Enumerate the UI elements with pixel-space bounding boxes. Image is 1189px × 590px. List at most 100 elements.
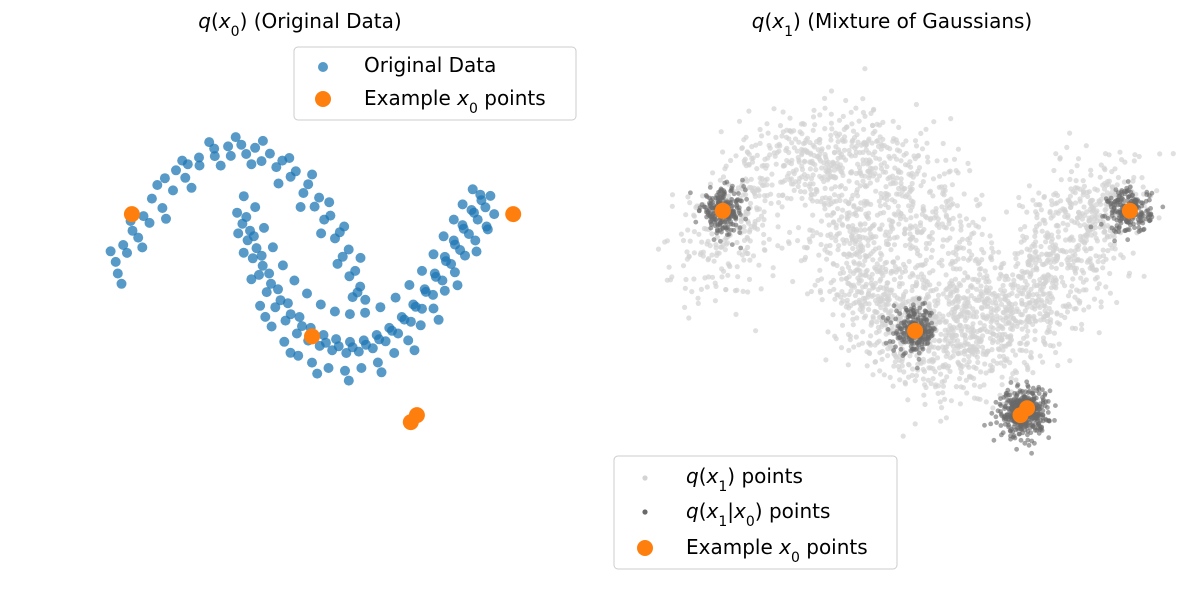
mixture-point — [977, 396, 983, 402]
data-point — [105, 246, 116, 257]
legend-marker-original — [318, 62, 328, 72]
mixture-point — [1042, 275, 1048, 281]
mixture-point — [761, 247, 768, 253]
data-point — [355, 252, 366, 263]
data-point — [161, 213, 171, 224]
data-point — [315, 299, 326, 310]
mixture-point — [969, 231, 975, 237]
mixture-point — [868, 201, 874, 207]
example-point — [907, 322, 924, 339]
mixture-point — [879, 356, 885, 362]
mixture-point — [1001, 260, 1007, 266]
mixture-point — [988, 324, 994, 330]
mixture-point — [1061, 249, 1067, 255]
mixture-point — [1053, 265, 1059, 271]
mixture-point — [1094, 238, 1100, 244]
mixture-point — [1025, 262, 1031, 268]
mixture-point — [956, 314, 962, 320]
mixture-point — [910, 199, 916, 205]
mixture-point — [1084, 259, 1090, 265]
mixture-point — [888, 222, 894, 228]
mixture-point — [818, 218, 825, 224]
mixture-point — [996, 331, 1003, 338]
mixture-point — [1014, 323, 1020, 329]
mixture-plot — [655, 66, 1176, 456]
mixture-point — [943, 353, 949, 359]
mixture-point — [959, 370, 965, 376]
data-point — [372, 357, 383, 368]
legend-label-example: Example x0 points — [686, 535, 868, 566]
mixture-point — [748, 185, 754, 191]
mixture-point — [812, 122, 818, 128]
conditional-point — [737, 225, 743, 231]
data-point — [415, 320, 426, 331]
mixture-point — [934, 158, 940, 164]
conditional-point — [1033, 395, 1039, 401]
mixture-point — [1101, 229, 1107, 235]
conditional-point — [1026, 442, 1032, 448]
mixture-point — [761, 209, 767, 215]
conditional-point — [989, 410, 995, 416]
mixture-point — [1005, 276, 1011, 282]
mixture-point — [680, 237, 687, 244]
mixture-point — [839, 165, 846, 171]
mixture-point — [768, 191, 774, 197]
conditional-point — [1014, 446, 1019, 452]
conditional-point — [1115, 202, 1121, 208]
mixture-point — [853, 149, 859, 155]
mixture-point — [807, 239, 813, 245]
mixture-point — [1015, 251, 1021, 257]
mixture-point — [817, 288, 823, 294]
mixture-point — [980, 314, 986, 320]
mixture-point — [691, 229, 698, 235]
conditional-point — [734, 203, 740, 209]
mixture-point — [1089, 266, 1095, 272]
mixture-point — [848, 303, 854, 309]
mixture-point — [897, 314, 903, 320]
mixture-point — [873, 309, 879, 315]
mixture-point — [1049, 232, 1055, 238]
data-point — [171, 165, 181, 176]
mixture-point — [811, 107, 817, 113]
mixture-point — [977, 384, 983, 390]
mixture-point — [817, 151, 823, 157]
mixture-point — [1023, 234, 1030, 241]
mixture-point — [1139, 175, 1145, 181]
data-point — [279, 336, 290, 347]
data-point — [267, 242, 278, 253]
mixture-point — [883, 266, 889, 272]
mixture-point — [940, 237, 946, 243]
conditional-point — [1124, 219, 1129, 224]
mixture-point — [831, 286, 837, 292]
data-point — [448, 235, 459, 246]
conditional-point — [922, 327, 928, 332]
mixture-point — [1066, 301, 1072, 307]
mixture-point — [936, 173, 943, 179]
mixture-point — [964, 341, 970, 347]
mixture-point — [893, 212, 899, 218]
mixture-point — [955, 256, 961, 262]
mixture-point — [951, 156, 958, 162]
data-point — [204, 137, 215, 148]
mixture-point — [799, 195, 805, 201]
mixture-point — [1074, 163, 1080, 169]
mixture-point — [1026, 183, 1032, 189]
mixture-point — [1102, 207, 1108, 213]
data-point — [324, 197, 335, 208]
mixture-point — [1087, 246, 1093, 252]
data-point — [330, 233, 340, 244]
mixture-point — [889, 218, 895, 224]
mixture-point — [801, 121, 808, 127]
mixture-point — [804, 245, 810, 251]
mixture-point — [1001, 363, 1007, 369]
mixture-point — [850, 128, 857, 134]
mixture-point — [842, 186, 849, 192]
mixture-point — [994, 303, 1000, 309]
data-point — [489, 209, 500, 220]
mixture-point — [897, 216, 904, 222]
mixture-point — [666, 264, 672, 270]
mixture-point — [874, 340, 880, 346]
data-point — [409, 345, 420, 356]
mixture-point — [919, 146, 926, 152]
data-point — [332, 258, 343, 269]
